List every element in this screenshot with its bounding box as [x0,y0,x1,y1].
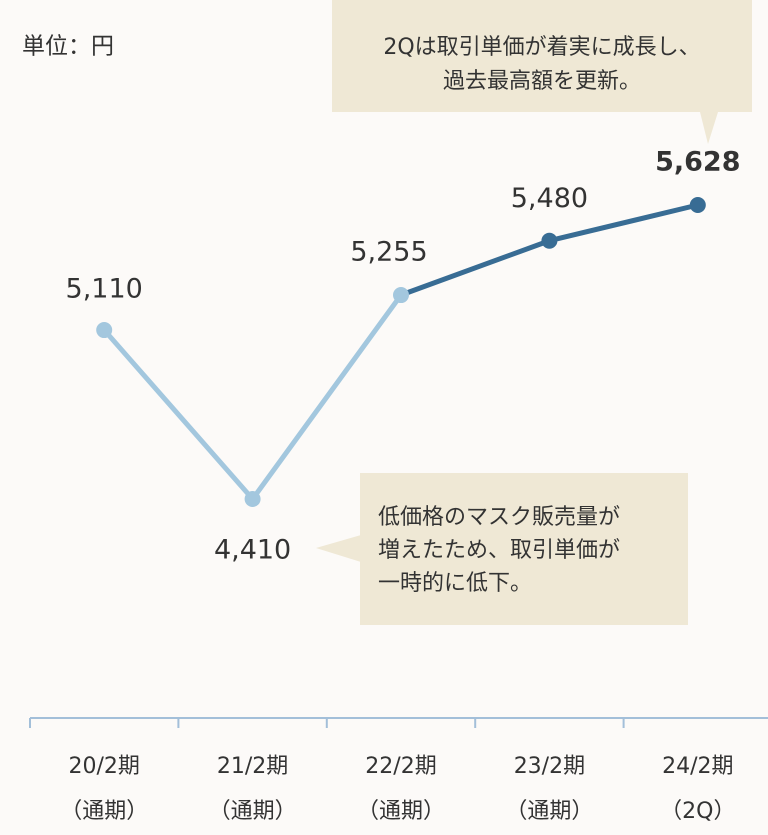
callout-top [332,0,752,144]
data-point [689,197,706,213]
x-tick-label: 22/2期 [365,754,436,779]
x-tick-label: （通期） [60,799,148,824]
annotation-text: 2Qは取引単価が着実に成長し、 [383,35,700,60]
x-tick-label: 21/2期 [217,754,288,779]
x-tick-label: 20/2期 [68,754,139,779]
data-point [393,287,409,304]
callout-box [332,0,752,112]
x-tick-label: （2Q） [660,799,735,824]
data-point [541,232,558,249]
callout-pointer [316,535,361,562]
value-label: 5,628 [655,147,740,178]
annotation-text: 過去最高額を更新。 [443,69,641,94]
line-segment [250,292,404,502]
data-point [96,322,113,339]
callout-box [360,473,688,625]
x-tick-label: 24/2期 [662,754,733,779]
x-tick-label: （通期） [209,799,297,824]
value-label: 5,255 [350,237,427,268]
callout-pointer [700,112,718,144]
annotation-text: 一時的に低下。 [378,571,532,596]
value-label: 5,110 [66,274,143,305]
line-segment [398,238,552,298]
value-label: 4,410 [214,535,291,566]
x-tick-label: （通期） [357,799,445,824]
line-segment [546,202,701,244]
x-tick-label: （通期） [505,799,593,824]
callout-bottom [316,473,688,625]
x-tick-label: 23/2期 [514,754,585,779]
annotation-text: 増えたため、取引単価が [378,538,620,563]
data-point [244,491,261,507]
unit-label: 単位：円 [22,34,114,60]
line-segment [101,327,256,502]
annotation-text: 低価格のマスク販売量が [378,505,620,530]
value-label: 5,480 [511,183,588,214]
